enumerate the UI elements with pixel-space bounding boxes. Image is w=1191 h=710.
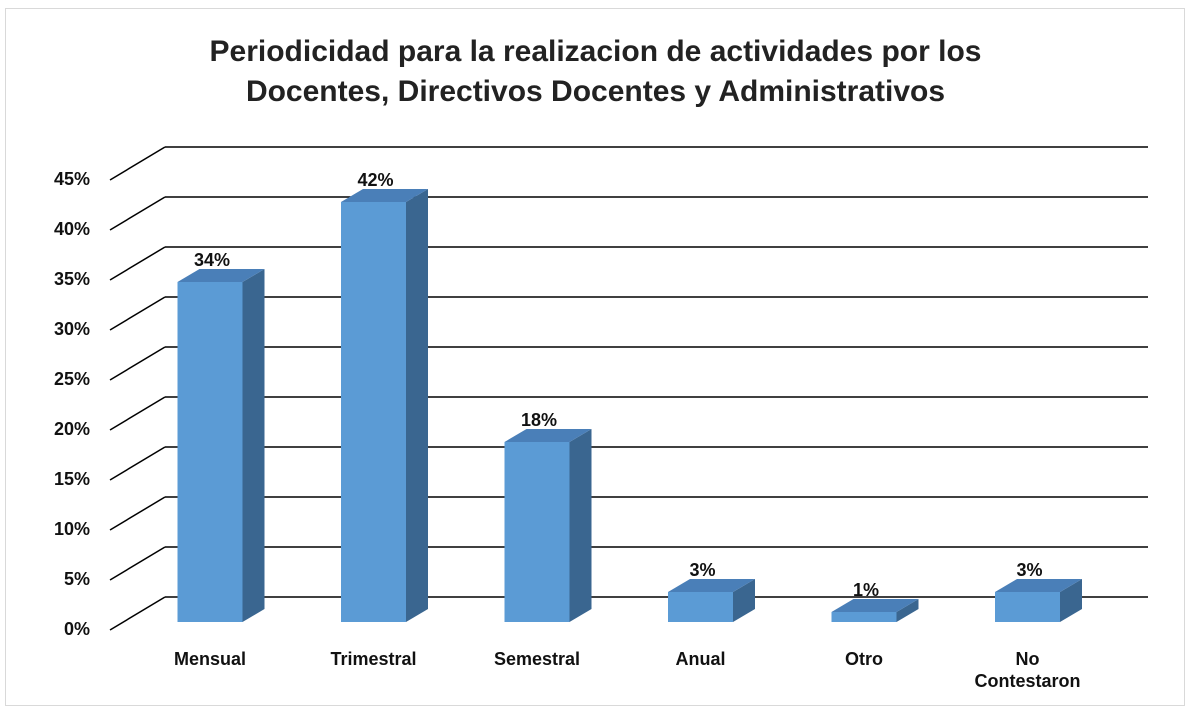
value-label: 1% [853,580,879,600]
bar-side [896,599,919,622]
bar-front [504,442,570,622]
y-tick-label: 30% [54,319,90,339]
bar [995,579,1082,622]
wall-line [109,246,166,281]
bar-side [733,579,755,622]
x-tick-label: Otro [845,649,883,669]
wall-line [109,446,166,481]
bar-top [831,599,919,612]
y-tick-label: 15% [54,469,90,489]
y-tick-label: 0% [64,619,90,639]
bar-top [177,269,265,282]
wall-line [109,196,166,231]
x-tick-label: Anual [675,649,726,669]
wall-line [109,596,166,631]
bar-side [406,189,428,622]
bar [177,269,265,622]
bar-front [831,612,897,622]
y-tick-label: 35% [54,269,90,289]
bar [668,579,755,622]
bar-top [668,579,755,592]
y-tick-label: 5% [64,569,90,589]
wall-line [109,346,166,381]
bar-front [341,202,406,622]
x-tick-label: No Contestaron [974,649,1081,691]
bar-front [668,592,733,622]
bar-side [1060,579,1082,622]
wall-line [109,296,166,331]
y-tick-label: 45% [54,169,90,189]
bar-top [504,429,592,442]
bar [831,599,919,622]
wall-line [109,146,166,181]
value-label: 34% [194,250,230,270]
wall-line [109,396,166,431]
value-label: 42% [357,170,393,190]
y-tick-label: 25% [54,369,90,389]
chart-frame [5,8,1185,706]
x-tick-label: Semestral [493,649,581,669]
bar [341,189,428,622]
bar-side [242,269,265,622]
bar-top [341,189,428,202]
y-tick-label: 40% [54,219,90,239]
value-label: 18% [521,410,557,430]
y-tick-label: 10% [54,519,90,539]
value-label: 3% [1016,560,1042,580]
y-tick-label: 20% [54,419,90,439]
value-label: 3% [689,560,715,580]
chart-title: Periodicidad para la realizacion de acti… [209,35,982,108]
bar-top [995,579,1082,592]
bar-front [177,282,243,622]
x-tick-label: Trimestral [330,649,417,669]
wall-line [109,546,166,581]
bar-front [995,592,1060,622]
wall-line [109,496,166,531]
bar [504,429,592,622]
x-tick-label: Mensual [173,649,247,669]
bar-side [569,429,592,622]
